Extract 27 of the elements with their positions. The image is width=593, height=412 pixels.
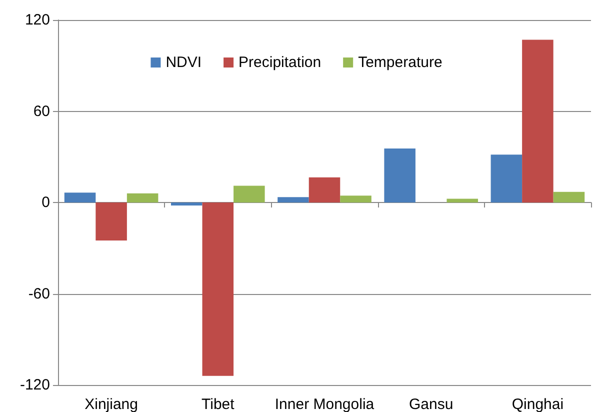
bar — [96, 202, 127, 241]
x-tick-label: Xinjiang — [84, 396, 138, 412]
bar — [553, 192, 585, 202]
bar — [308, 177, 340, 202]
bar — [234, 186, 265, 202]
y-tick-label: 120 — [24, 12, 50, 28]
x-tick-label: Gansu — [409, 396, 454, 412]
x-tick-label: Tibet — [202, 396, 236, 412]
bar — [278, 197, 309, 202]
bar — [446, 198, 478, 202]
x-tick-label: Inner Mongolia — [274, 396, 375, 412]
y-tick-label: 0 — [42, 194, 50, 211]
x-tick-label: Qinghai — [512, 396, 564, 412]
bar — [202, 202, 234, 376]
legend-label: NDVI — [166, 54, 202, 71]
bar — [490, 154, 522, 202]
bar — [126, 193, 158, 202]
bar — [522, 40, 554, 202]
legend-label: Precipitation — [238, 54, 322, 71]
bar — [170, 202, 202, 206]
y-tick-label: -120 — [20, 376, 50, 394]
y-tick-label: -60 — [28, 285, 50, 302]
bar — [340, 196, 372, 202]
bar — [64, 192, 96, 202]
bar — [384, 148, 416, 202]
y-tick-label: 60 — [33, 102, 50, 120]
legend-label: Temperature — [358, 54, 442, 71]
